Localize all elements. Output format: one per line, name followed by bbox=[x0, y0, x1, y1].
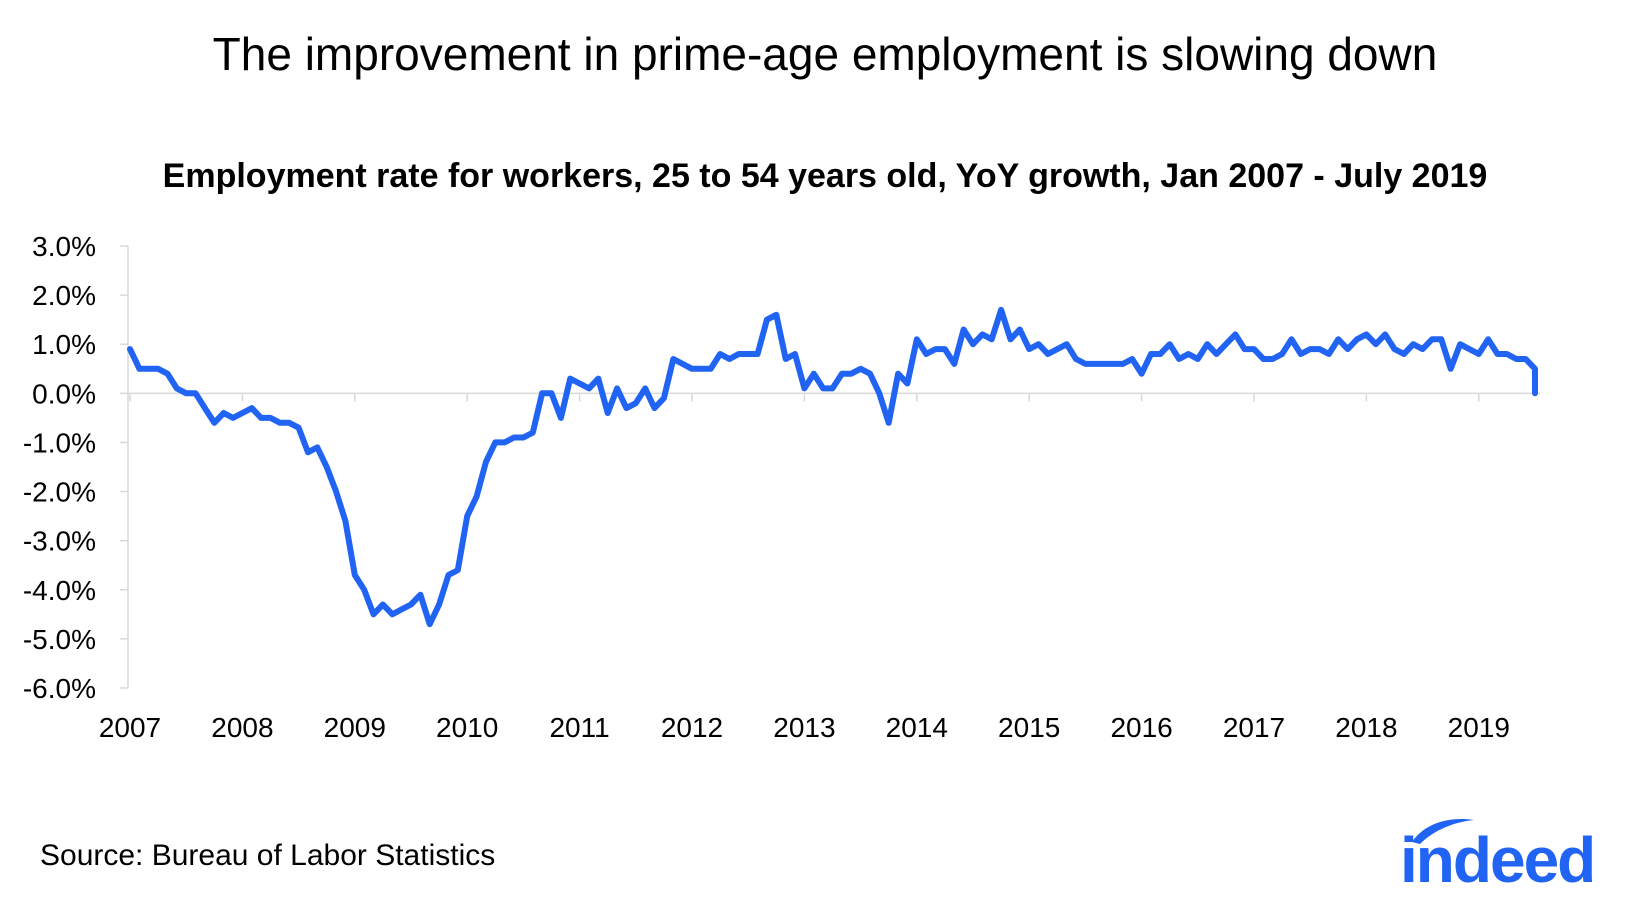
y-tick-label: 1.0% bbox=[32, 329, 96, 360]
x-tick-label: 2011 bbox=[549, 712, 609, 743]
y-tick-label: -6.0% bbox=[23, 673, 96, 704]
y-tick-label: -4.0% bbox=[23, 575, 96, 606]
x-tick-label: 2019 bbox=[1448, 712, 1510, 743]
y-tick-label: -3.0% bbox=[23, 526, 96, 557]
x-tick-label: 2016 bbox=[1110, 712, 1172, 743]
series-line bbox=[127, 306, 1538, 628]
y-tick-label: -5.0% bbox=[23, 624, 96, 655]
y-tick-label: -2.0% bbox=[23, 477, 96, 508]
y-tick-label: 0.0% bbox=[32, 378, 96, 409]
source-note: Source: Bureau of Labor Statistics bbox=[40, 839, 496, 872]
x-tick-label: 2014 bbox=[886, 712, 948, 743]
x-tick-label: 2007 bbox=[99, 712, 161, 743]
y-tick-label: 3.0% bbox=[32, 231, 96, 262]
x-tick-label: 2018 bbox=[1335, 712, 1397, 743]
x-tick-label: 2015 bbox=[998, 712, 1060, 743]
x-tick-label: 2008 bbox=[211, 712, 273, 743]
x-tick-label: 2013 bbox=[773, 712, 835, 743]
logo-arc bbox=[1412, 818, 1474, 844]
series-group bbox=[127, 306, 1538, 628]
logo-wordmark: indeed bbox=[1400, 824, 1594, 890]
chart-subtitle: Employment rate for workers, 25 to 54 ye… bbox=[162, 157, 1488, 195]
y-tick-label: 2.0% bbox=[32, 280, 96, 311]
x-axis: 2007 2008 2009 2010 2011 2012 2013 2014 2015 2016… bbox=[99, 392, 1540, 743]
x-tick-label: 2010 bbox=[436, 712, 498, 743]
x-tick-label: 2017 bbox=[1223, 712, 1285, 743]
indeed-logo: indeed bbox=[1400, 818, 1596, 890]
x-tick-label: 2009 bbox=[324, 712, 386, 743]
chart-title: The improvement in prime-age employment … bbox=[212, 28, 1438, 80]
y-axis: 3.0% 2.0% 1.0% 0.0% -1.0% -2.0% -3.0% -4.0% -5.0… bbox=[23, 231, 129, 704]
y-tick-label: -1.0% bbox=[23, 427, 96, 458]
x-tick-label: 2012 bbox=[661, 712, 723, 743]
